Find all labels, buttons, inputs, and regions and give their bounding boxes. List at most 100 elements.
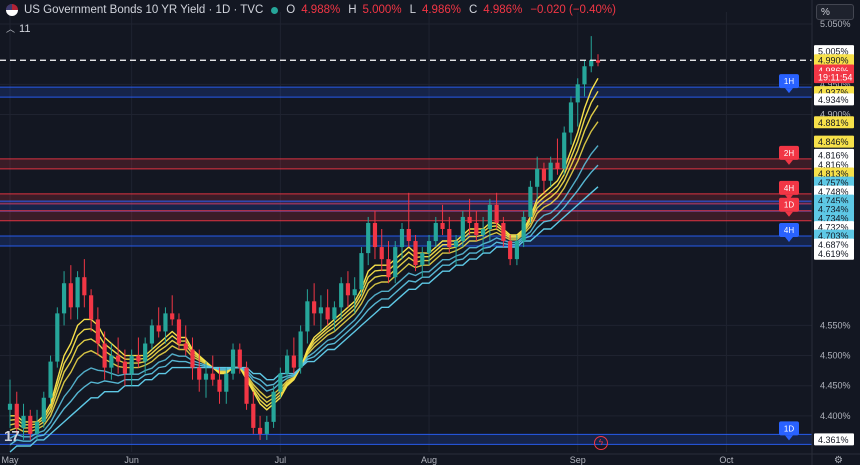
candle-body (339, 283, 344, 308)
zone-tag-pointer (785, 237, 793, 243)
candle-body (298, 331, 303, 368)
zone-tag-badge (779, 145, 799, 160)
candle-body (372, 222, 378, 248)
price-axis-label: 4.361% (818, 435, 849, 445)
lightning-icon[interactable]: ϟ (594, 436, 608, 450)
candle-body (203, 373, 209, 380)
price-axis-label: 4.745% (818, 196, 849, 206)
price-axis-label-bg (814, 148, 854, 161)
candle-body (210, 373, 215, 380)
candle-body (474, 222, 479, 236)
candle-body (595, 60, 601, 63)
y-tick-label: 4.400% (820, 411, 851, 421)
ohlc-low-value: 4.986% (421, 4, 461, 16)
candle-body (149, 325, 155, 344)
price-axis-label-bg (814, 212, 854, 225)
candle-body (170, 313, 175, 320)
candle-body (230, 349, 236, 374)
tradingview-logo-icon[interactable]: 17 (4, 428, 20, 445)
candle-body (34, 421, 40, 434)
y-tick-label: 4.950% (820, 79, 851, 89)
candle-body (548, 162, 553, 181)
ohlc-high-label: H (348, 4, 357, 16)
candle-body (285, 355, 290, 374)
price-axis-label-bg (814, 238, 854, 251)
y-tick-label: 4.550% (820, 320, 851, 330)
chevron-up-icon: ︿ (6, 24, 16, 34)
zone-band (0, 210, 812, 221)
symbol-title[interactable]: US Government Bonds 10 YR Yield · 1D · T… (24, 4, 264, 16)
zone-tag-label: 1H (784, 77, 794, 86)
candle-body (528, 186, 533, 217)
ohlc-low-label: L (409, 4, 416, 16)
candle-body (386, 259, 391, 278)
price-axis-label-bg (814, 45, 854, 58)
price-axis-label-bg (814, 135, 854, 148)
ohlc-open-label: O (286, 4, 296, 16)
price-axis-label-bg (814, 54, 854, 67)
scale-percent-button[interactable]: % (816, 4, 854, 20)
candle-body (582, 66, 587, 85)
zone-tag-pointer (785, 435, 793, 441)
candle-body (305, 301, 310, 332)
candle-body (366, 222, 371, 254)
price-axis-label-bg (814, 185, 854, 198)
x-tick-label: Aug (421, 455, 437, 465)
candle-body (89, 295, 94, 320)
zone-band (0, 158, 812, 169)
price-axis-label: 19:11:54 (818, 73, 852, 83)
x-tick-label: Oct (719, 455, 734, 465)
candle-body (61, 283, 67, 314)
zone-band (0, 193, 812, 204)
candle-body (28, 415, 33, 434)
candle-body (136, 355, 141, 362)
candle-body (481, 228, 486, 236)
candle-body (14, 403, 19, 428)
candle-body (312, 301, 317, 314)
zone-band (0, 236, 812, 247)
zone-tag-pointer (785, 194, 793, 200)
candle-body (41, 397, 46, 422)
x-tick-label: Jul (275, 455, 287, 465)
price-axis-label: 4.846% (818, 137, 849, 147)
candle-body (460, 216, 465, 242)
candle-body (521, 216, 526, 242)
y-tick-label: 5.050% (820, 19, 851, 29)
zone-band (0, 87, 812, 98)
price-axis-label: 4.881% (818, 118, 849, 128)
candle-body (224, 373, 229, 392)
candle-body (325, 307, 330, 320)
candle-body (555, 162, 560, 169)
candle-body (413, 241, 418, 266)
candle-body (278, 373, 283, 392)
indicators-toggle[interactable]: ︿ 11 (6, 22, 30, 35)
price-axis-label: 5.005% (818, 47, 849, 57)
ohlc-close-value: 4.986% (483, 4, 523, 16)
candle-body (197, 367, 202, 380)
candle-body (21, 415, 26, 428)
candle-body (332, 307, 337, 320)
zone-tag-badge (779, 180, 799, 195)
price-axis-label: 4.937% (818, 88, 849, 98)
candle-body (291, 355, 296, 368)
candle-body (575, 84, 580, 103)
x-tick-label: Jun (124, 455, 139, 465)
candle-body (75, 277, 80, 308)
price-axis-label: 4.748% (818, 187, 849, 197)
candle-body (244, 367, 249, 404)
zone-tag-label: 1D (784, 201, 794, 210)
gear-icon[interactable]: ⚙ (834, 455, 843, 465)
zone-tag-badge (779, 74, 799, 89)
ohlc-high-value: 5.000% (362, 4, 402, 16)
candle-body (264, 421, 269, 434)
candle-body (535, 168, 540, 187)
candle-body (95, 319, 100, 344)
candle-body (352, 289, 357, 296)
us-flag-icon (6, 4, 18, 16)
candle-body (68, 283, 73, 308)
candle-body (440, 222, 445, 229)
candle-body (562, 132, 567, 169)
